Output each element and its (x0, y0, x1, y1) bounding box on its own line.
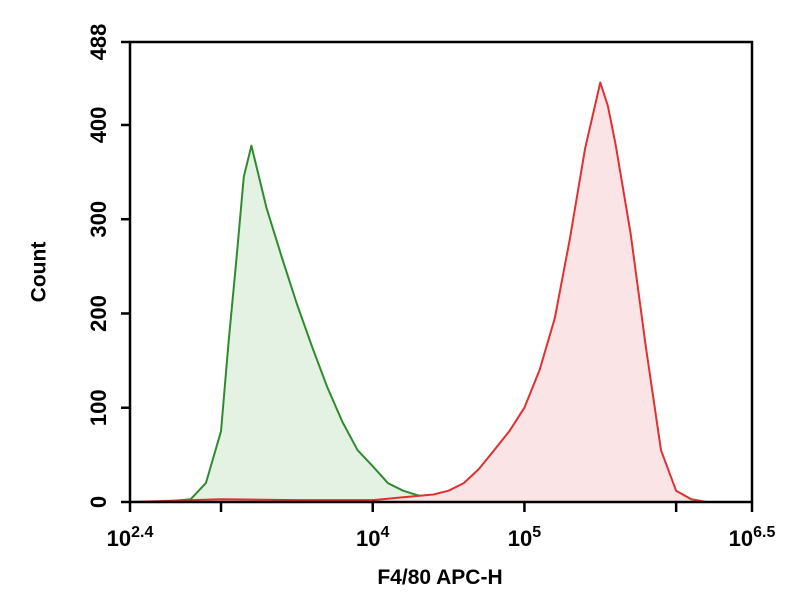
axis-layer: 0 100 200 300 400 488 102.4 104 105 106.5 (86, 24, 776, 551)
histogram-series (130, 144, 525, 503)
x-tick-label: 105 (508, 524, 541, 551)
histogram-series (129, 81, 752, 503)
y-axis-label: Count (28, 242, 51, 303)
x-tick-label: 102.4 (107, 524, 154, 551)
histogram-fill (130, 145, 525, 502)
y-tick-label: 400 (86, 107, 111, 144)
series-layer (129, 81, 752, 503)
y-tick-label: 488 (86, 24, 111, 61)
x-axis-label: F4/80 APC-H (377, 566, 502, 589)
y-tick-label: 300 (86, 201, 111, 238)
y-tick-label: 100 (86, 389, 111, 426)
y-tick-label: 200 (86, 295, 111, 332)
histogram-line (129, 81, 752, 503)
x-tick-label: 106.5 (729, 524, 776, 551)
plot-frame (128, 40, 754, 504)
y-tick-label: 0 (86, 496, 111, 508)
x-tick-label: 104 (356, 524, 389, 551)
histogram-fill (130, 82, 752, 502)
